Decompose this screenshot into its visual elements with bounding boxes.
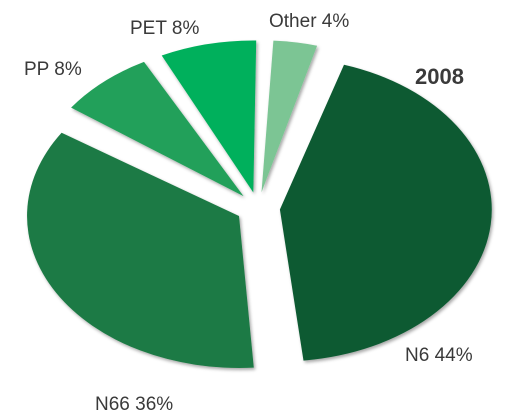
slice-label-n6: N6 44% [405, 345, 473, 366]
chart-title: 2008 [415, 64, 464, 89]
pie-slice-pet [161, 40, 257, 193]
pie-slice-other [261, 40, 318, 193]
slice-label-other: Other 4% [269, 11, 349, 32]
slice-label-pet: PET 8% [130, 18, 199, 39]
slice-label-pp: PP 8% [24, 59, 82, 80]
pie-slice-n6 [279, 64, 492, 361]
pie-slice-n66 [27, 132, 254, 368]
pie-slice-pp [71, 61, 244, 197]
slice-label-n66: N66 36% [95, 394, 173, 415]
